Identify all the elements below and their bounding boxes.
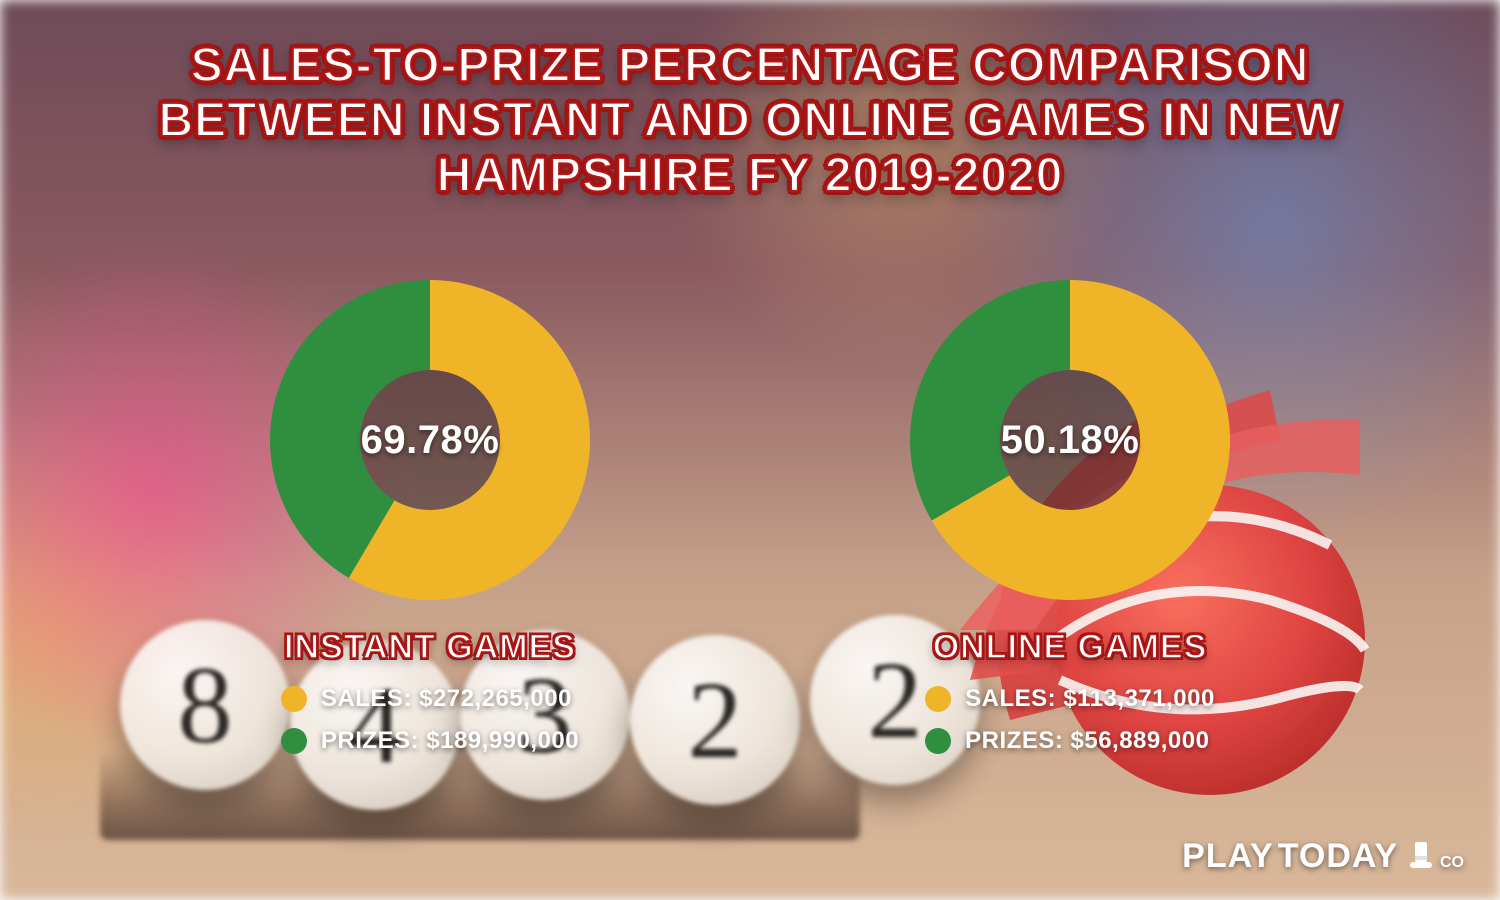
chart-online-games: 50.18% ONLINE GAMES SALES: $113,371,000 …	[860, 280, 1280, 755]
legend-dot-prizes	[281, 728, 307, 754]
donut-center-label: 50.18%	[910, 280, 1230, 600]
legend-instant: SALES: $272,265,000 PRIZES: $189,990,000	[281, 685, 579, 755]
charts-row: 69.78% INSTANT GAMES SALES: $272,265,000…	[0, 280, 1500, 755]
donut-instant: 69.78%	[270, 280, 590, 600]
brand-text-play: PLAY	[1182, 837, 1274, 876]
legend-text-prizes: PRIZES: $56,889,000	[965, 727, 1209, 755]
donut-online: 50.18%	[910, 280, 1230, 600]
legend-dot-sales	[281, 686, 307, 712]
legend-row-prizes: PRIZES: $56,889,000	[925, 727, 1209, 755]
legend-dot-prizes	[925, 728, 951, 754]
brand-logo: PLAYTODAY CO	[1182, 837, 1464, 876]
infographic-title: SALES-TO-PRIZE PERCENTAGE COMPARISON BET…	[100, 38, 1400, 204]
category-title-online: ONLINE GAMES	[933, 628, 1208, 667]
legend-text-sales: SALES: $272,265,000	[321, 685, 572, 713]
category-title-instant: INSTANT GAMES	[284, 628, 576, 667]
chart-instant-games: 69.78% INSTANT GAMES SALES: $272,265,000…	[220, 280, 640, 755]
legend-text-sales: SALES: $113,371,000	[965, 685, 1215, 713]
legend-online: SALES: $113,371,000 PRIZES: $56,889,000	[925, 685, 1215, 755]
legend-text-prizes: PRIZES: $189,990,000	[321, 727, 579, 755]
top-hat-icon	[1408, 840, 1434, 874]
legend-dot-sales	[925, 686, 951, 712]
legend-row-sales: SALES: $272,265,000	[281, 685, 572, 713]
brand-text-co: CO	[1440, 854, 1464, 872]
legend-row-sales: SALES: $113,371,000	[925, 685, 1215, 713]
brand-text-today: TODAY	[1278, 837, 1398, 876]
donut-center-label: 69.78%	[270, 280, 590, 600]
legend-row-prizes: PRIZES: $189,990,000	[281, 727, 579, 755]
